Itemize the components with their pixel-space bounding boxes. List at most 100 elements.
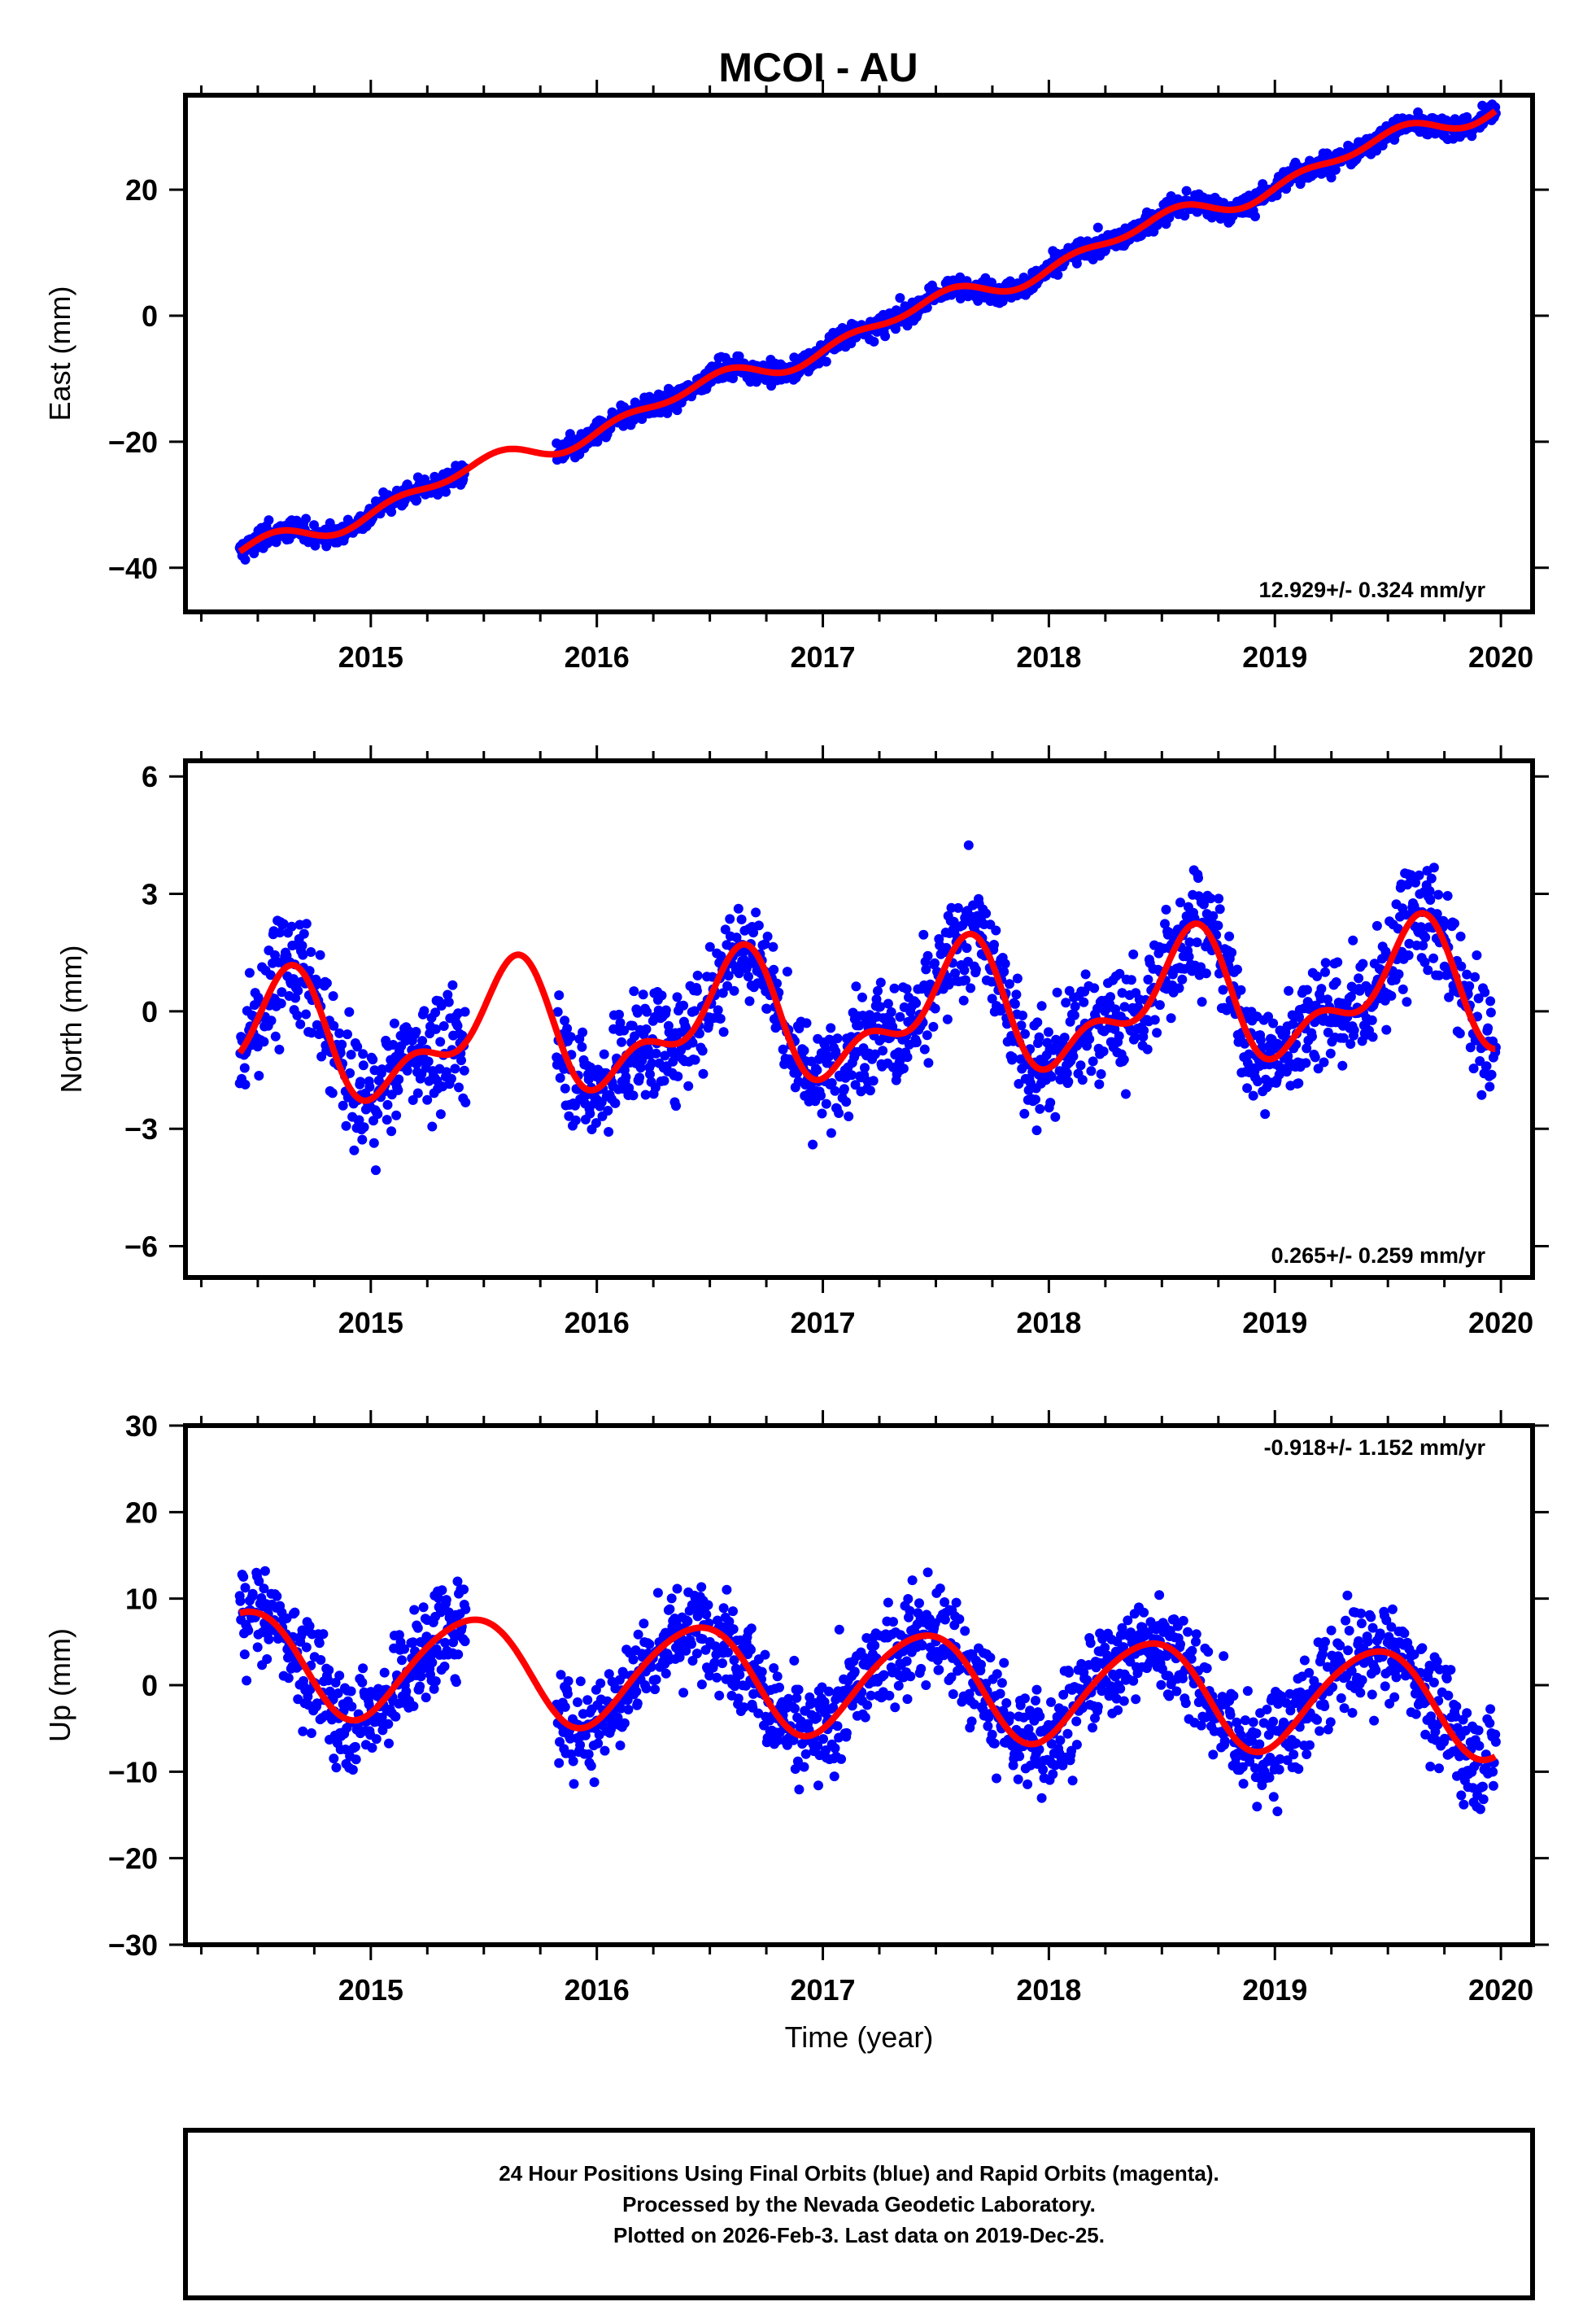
data-point <box>292 1010 303 1020</box>
chart-title: MCOI - AU <box>718 45 918 90</box>
data-point <box>1248 1090 1258 1101</box>
data-point <box>623 1705 634 1714</box>
x-tick-label: 2015 <box>338 1306 403 1339</box>
data-point <box>454 1082 464 1093</box>
data-point <box>617 1037 626 1047</box>
data-point <box>902 1694 913 1705</box>
data-point <box>865 1085 875 1096</box>
data-point <box>382 1099 393 1110</box>
data-point <box>415 1681 425 1692</box>
data-point <box>347 1701 357 1712</box>
data-point <box>604 1127 614 1137</box>
data-point <box>1000 959 1010 969</box>
data-point <box>1268 1792 1279 1802</box>
data-point <box>1316 984 1327 994</box>
data-point <box>983 1721 993 1732</box>
data-point <box>252 1642 263 1653</box>
data-point <box>1399 1628 1410 1639</box>
data-point <box>1398 984 1408 994</box>
data-point <box>355 1077 365 1087</box>
data-point <box>826 1023 836 1033</box>
data-point <box>976 1659 986 1670</box>
data-point <box>1336 1693 1346 1703</box>
data-point <box>857 992 867 1002</box>
data-point <box>922 950 933 961</box>
data-point <box>447 980 458 990</box>
data-point <box>600 1745 610 1756</box>
data-point <box>1268 1018 1279 1029</box>
data-point <box>1442 891 1453 901</box>
data-point <box>1203 1647 1214 1657</box>
data-point <box>1371 920 1382 931</box>
data-point <box>583 1749 594 1759</box>
y-tick-label: −3 <box>124 1112 158 1146</box>
east-panel: 2015 2016 2017 2018 2019 2020 200−20−40 East … <box>43 80 1549 674</box>
data-point <box>578 1027 588 1037</box>
data-point <box>834 1624 844 1635</box>
data-point <box>728 1624 739 1635</box>
data-point <box>883 998 893 1009</box>
data-point <box>1356 1618 1367 1629</box>
data-point <box>1139 1607 1149 1618</box>
data-point <box>359 1122 369 1133</box>
data-point <box>839 1084 849 1094</box>
x-tick-label: 2016 <box>565 640 630 674</box>
data-point <box>555 1072 565 1083</box>
data-point <box>992 1669 1002 1679</box>
data-point <box>1043 1027 1053 1037</box>
x-tick-label: 2019 <box>1242 640 1307 674</box>
data-point <box>586 1761 596 1771</box>
data-point <box>293 985 303 996</box>
data-point <box>379 1667 390 1678</box>
data-point <box>262 1654 273 1664</box>
data-point <box>1063 1077 1074 1087</box>
data-point <box>1242 1083 1253 1094</box>
data-point <box>1197 997 1207 1007</box>
data-point <box>698 1068 709 1079</box>
data-point <box>696 1582 707 1592</box>
data-point <box>342 1029 352 1040</box>
data-point <box>556 1670 566 1680</box>
data-point <box>715 1014 726 1024</box>
data-point <box>1325 1717 1336 1727</box>
data-point <box>841 1097 852 1107</box>
data-point <box>327 1088 338 1098</box>
data-point <box>830 1743 840 1754</box>
data-point <box>368 1055 378 1065</box>
data-point <box>1224 931 1235 941</box>
data-point <box>691 985 702 996</box>
data-point <box>987 1729 997 1740</box>
data-point <box>1354 973 1364 984</box>
data-point <box>638 989 648 1000</box>
data-point <box>1218 985 1228 995</box>
data-point <box>728 1606 738 1617</box>
data-point <box>1367 1689 1377 1700</box>
data-point <box>790 1703 800 1714</box>
data-point <box>992 1773 1001 1784</box>
data-point <box>1232 964 1242 975</box>
x-tick-label: 2015 <box>338 640 403 674</box>
data-point <box>703 1600 713 1610</box>
data-point <box>314 1638 325 1649</box>
data-point <box>690 1055 700 1065</box>
x-tick-label: 2016 <box>565 1306 630 1339</box>
data-point <box>650 1684 661 1695</box>
data-point <box>1174 983 1184 994</box>
data-point <box>922 1567 933 1578</box>
data-point <box>794 1784 805 1795</box>
data-point <box>1050 1112 1061 1122</box>
data-point <box>599 1049 609 1059</box>
data-point <box>430 1676 441 1687</box>
data-point <box>1052 987 1062 998</box>
data-point <box>1403 950 1414 960</box>
data-point <box>829 1771 839 1782</box>
data-point <box>1348 935 1358 946</box>
data-point <box>565 1032 576 1042</box>
data-point <box>1119 1055 1129 1065</box>
data-point <box>1274 1764 1284 1775</box>
data-point <box>569 1779 579 1789</box>
data-point <box>999 1657 1009 1668</box>
y-tick-label: 0 <box>142 299 158 333</box>
data-point <box>922 1030 932 1041</box>
data-point <box>683 1081 694 1091</box>
